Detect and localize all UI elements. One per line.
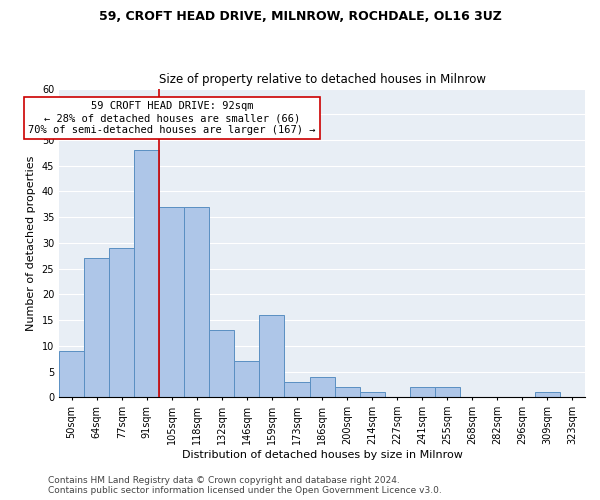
Bar bbox=[134, 150, 159, 398]
Bar bbox=[209, 330, 235, 398]
Bar bbox=[410, 387, 435, 398]
Text: 59, CROFT HEAD DRIVE, MILNROW, ROCHDALE, OL16 3UZ: 59, CROFT HEAD DRIVE, MILNROW, ROCHDALE,… bbox=[98, 10, 502, 23]
X-axis label: Distribution of detached houses by size in Milnrow: Distribution of detached houses by size … bbox=[182, 450, 463, 460]
Bar bbox=[59, 351, 84, 398]
Bar bbox=[535, 392, 560, 398]
Bar bbox=[159, 207, 184, 398]
Bar bbox=[184, 207, 209, 398]
Bar bbox=[310, 376, 335, 398]
Text: 59 CROFT HEAD DRIVE: 92sqm
← 28% of detached houses are smaller (66)
70% of semi: 59 CROFT HEAD DRIVE: 92sqm ← 28% of deta… bbox=[28, 102, 316, 134]
Bar bbox=[435, 387, 460, 398]
Y-axis label: Number of detached properties: Number of detached properties bbox=[26, 155, 36, 330]
Bar bbox=[109, 248, 134, 398]
Bar bbox=[84, 258, 109, 398]
Bar bbox=[235, 362, 259, 398]
Bar bbox=[359, 392, 385, 398]
Title: Size of property relative to detached houses in Milnrow: Size of property relative to detached ho… bbox=[158, 73, 485, 86]
Bar bbox=[335, 387, 359, 398]
Bar bbox=[284, 382, 310, 398]
Text: Contains HM Land Registry data © Crown copyright and database right 2024.
Contai: Contains HM Land Registry data © Crown c… bbox=[48, 476, 442, 495]
Bar bbox=[259, 315, 284, 398]
